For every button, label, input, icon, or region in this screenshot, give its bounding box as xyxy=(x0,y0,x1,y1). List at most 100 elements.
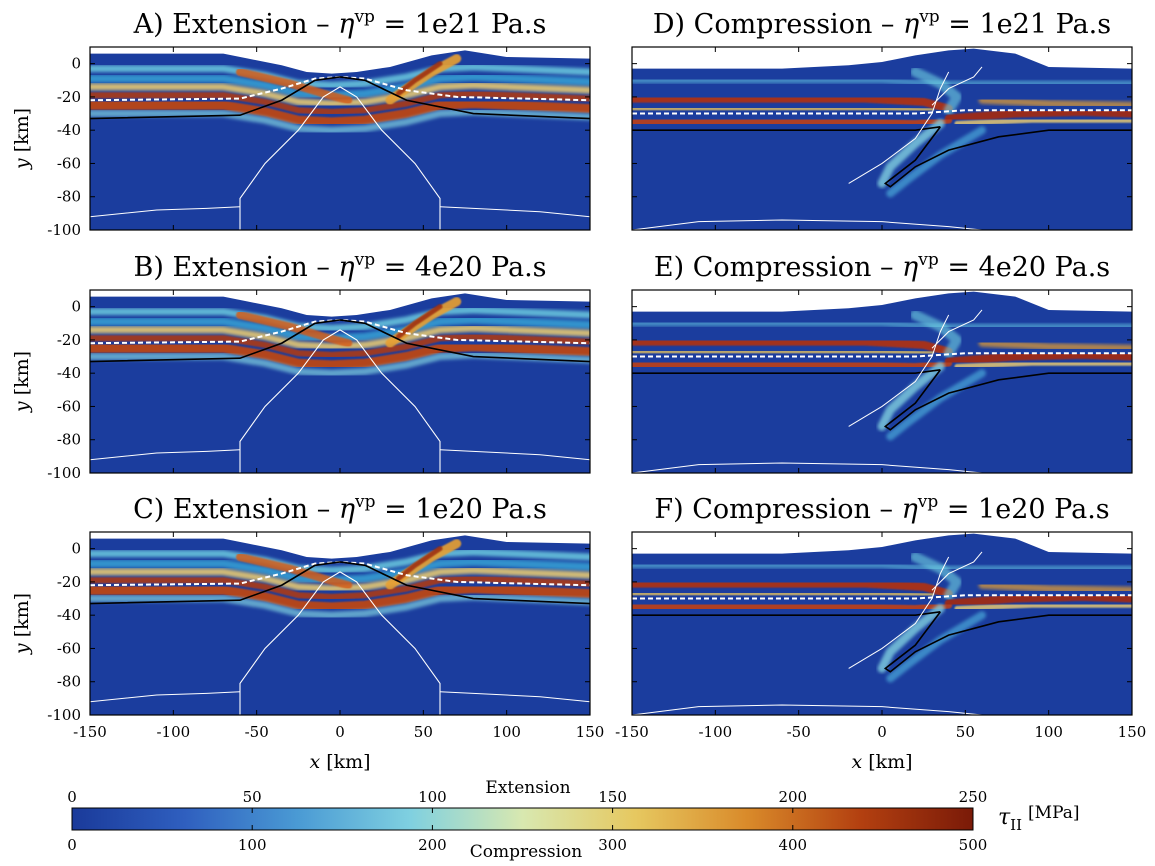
title-eq: = xyxy=(376,494,416,525)
stress-band xyxy=(632,94,953,113)
stress-band xyxy=(877,604,945,673)
panel-c xyxy=(90,532,590,715)
stress-band xyxy=(877,362,945,431)
black-interface-line xyxy=(90,319,590,363)
title-eq: = xyxy=(938,494,978,525)
slab-interface-line xyxy=(883,126,1132,188)
title-eq: = xyxy=(375,252,415,283)
isotherm-line xyxy=(439,691,590,703)
y-tick-label: -80 xyxy=(57,431,81,449)
panel-viscosity-value: 4e20 xyxy=(979,252,1055,283)
isotherm-line xyxy=(239,86,441,230)
stress-band xyxy=(944,107,1132,123)
title-dash: – xyxy=(881,9,903,40)
stress-band xyxy=(632,349,934,356)
panel-title: A) Extension – ηvp = 1e21 Pa.s xyxy=(133,7,547,40)
colorbar-bottom-label: Compression xyxy=(470,842,583,862)
x-axis-unit: [km] xyxy=(868,751,912,773)
stress-band xyxy=(632,77,1132,87)
x-axis-var: x xyxy=(309,751,326,773)
stress-band xyxy=(395,546,443,582)
stress-band xyxy=(910,310,962,359)
title-unit: Pa.s xyxy=(1054,494,1110,525)
stress-band xyxy=(978,339,1132,352)
x-tick-label: -50 xyxy=(245,723,269,741)
air-layer xyxy=(632,290,1132,312)
panel-viscosity-value: 1e20 xyxy=(415,494,491,525)
stress-band xyxy=(90,342,590,370)
y-axis-unit: [km] xyxy=(11,108,33,152)
heatmap-field xyxy=(632,47,1132,230)
axes-layer: A) Extension – ηvp = 1e21 Pa.s 0 -20 -40 -60… xyxy=(11,7,1146,773)
heatmap-background xyxy=(632,532,1132,715)
colorbar-top-tick-label: 50 xyxy=(243,788,262,806)
heatmap-field xyxy=(632,290,1132,473)
colorbar-top-ticks: 0 50 100 150 200 250 xyxy=(67,788,987,813)
black-interface-line xyxy=(90,561,590,605)
title-eq: = xyxy=(375,9,415,40)
y-axis-label: y [km] xyxy=(11,108,33,170)
y-tick-label: 0 xyxy=(71,298,81,316)
panel-title: D) Compression – ηvp = 1e21 Pa.s xyxy=(653,7,1111,40)
title-dash: – xyxy=(316,9,338,40)
y-tick-label: -100 xyxy=(47,464,81,482)
air-layer xyxy=(90,47,590,74)
panel-d xyxy=(632,47,1132,230)
panel-letter: D) xyxy=(653,9,694,40)
y-tick-label: -20 xyxy=(57,88,81,106)
colorbar-bottom-ticks: 0 100 200 300 400 500 xyxy=(67,825,987,854)
stress-band xyxy=(90,557,590,585)
air-layer xyxy=(90,532,590,559)
title-dash: – xyxy=(317,494,339,525)
x-tick-label: -100 xyxy=(698,723,732,741)
colorbar-unit: [MPa] xyxy=(1028,803,1079,823)
panel-a xyxy=(90,47,590,230)
x-tick-label: 0 xyxy=(335,723,345,741)
title-dash: – xyxy=(879,494,901,525)
stress-band xyxy=(954,360,1132,369)
black-interface-line xyxy=(632,369,941,374)
isotherm-line xyxy=(90,449,241,461)
colorbar-bottom-tick-label: 500 xyxy=(959,836,988,854)
x-tick-label: 150 xyxy=(576,723,605,741)
title-eta: η xyxy=(338,252,354,283)
panel-title: C) Extension – ηvp = 1e20 Pa.s xyxy=(133,492,547,525)
stress-band xyxy=(632,562,1132,572)
heatmap-background xyxy=(90,47,590,230)
colorbar-bottom-tick-label: 300 xyxy=(598,836,627,854)
panel-mode: Extension xyxy=(172,9,316,40)
y-axis-var: y xyxy=(11,395,33,413)
black-interface-line xyxy=(90,76,590,120)
stress-band xyxy=(978,581,1132,594)
y-tick-label: -20 xyxy=(57,573,81,591)
isotherm-line xyxy=(848,556,950,669)
y-axis-var: y xyxy=(11,152,33,170)
black-interface-line xyxy=(632,611,941,616)
y-tick-label: 0 xyxy=(71,55,81,73)
y-tick-label: -100 xyxy=(47,706,81,724)
heatmap-field xyxy=(90,290,590,473)
y-tick-label: -40 xyxy=(57,121,81,139)
x-tick-label: 50 xyxy=(414,723,433,741)
stress-band xyxy=(236,68,353,105)
stress-band xyxy=(236,311,353,348)
y-tick-label: -60 xyxy=(57,397,81,415)
panel-viscosity-value: 1e20 xyxy=(978,494,1054,525)
colorbar-top-tick-label: 0 xyxy=(67,788,77,806)
isotherm-line xyxy=(632,219,983,230)
y-axis-unit: [km] xyxy=(11,351,33,395)
stress-band xyxy=(886,611,986,683)
panel-mode: Extension xyxy=(172,252,316,283)
x-axis-var: x xyxy=(851,751,868,773)
title-eta: η xyxy=(903,9,919,40)
x-tick-label: 100 xyxy=(1034,723,1063,741)
title-sup: vp xyxy=(353,7,375,27)
colorbar-bottom-tick-label: 100 xyxy=(238,836,267,854)
stress-band xyxy=(395,304,443,340)
panel-viscosity-value: 4e20 xyxy=(415,252,491,283)
stress-band xyxy=(90,584,590,612)
title-eta: η xyxy=(902,252,918,283)
isotherm-line xyxy=(632,704,983,715)
title-eq: = xyxy=(940,9,980,40)
